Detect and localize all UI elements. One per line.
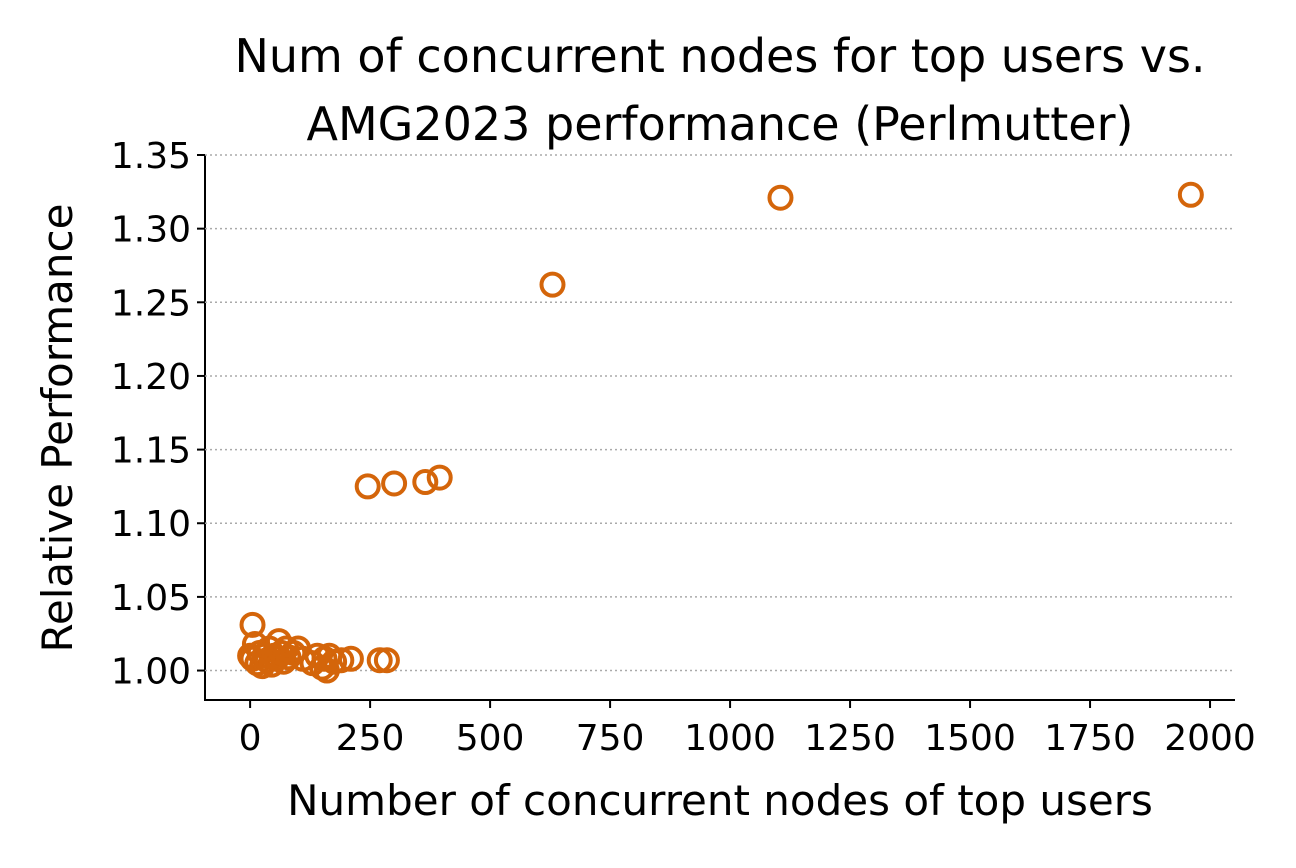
chart-title: AMG2023 performance (Perlmutter) <box>307 97 1134 151</box>
y-tick-label: 1.00 <box>111 652 191 693</box>
y-tick-label: 1.25 <box>111 283 191 324</box>
y-axis-label: Relative Performance <box>33 204 82 653</box>
x-tick-label: 2000 <box>1164 718 1256 759</box>
x-tick-label: 0 <box>239 718 262 759</box>
x-tick-label: 1750 <box>1044 718 1136 759</box>
point <box>381 470 408 497</box>
x-tick-label: 1000 <box>684 718 776 759</box>
point <box>328 647 355 674</box>
y-tick-label: 1.05 <box>111 578 191 619</box>
point <box>539 271 566 298</box>
y-tick-label: 1.10 <box>111 504 191 545</box>
y-tick-label: 1.35 <box>111 136 191 177</box>
point <box>412 469 439 495</box>
point <box>239 611 266 638</box>
x-tick-label: 500 <box>456 718 525 759</box>
chart-title: Num of concurrent nodes for top users vs… <box>234 29 1205 83</box>
point <box>373 647 400 674</box>
point <box>354 473 381 500</box>
x-axis-label: Number of concurrent nodes of top users <box>287 776 1153 825</box>
point <box>1177 181 1204 208</box>
y-tick-label: 1.20 <box>111 357 191 398</box>
y-tick-label: 1.30 <box>111 210 191 251</box>
y-tick-label: 1.15 <box>111 431 191 472</box>
point <box>337 645 364 672</box>
x-tick-label: 250 <box>336 718 405 759</box>
point <box>426 464 453 491</box>
point <box>767 184 794 211</box>
x-tick-label: 1250 <box>804 718 896 759</box>
x-tick-label: 750 <box>576 718 645 759</box>
x-tick-label: 1500 <box>924 718 1016 759</box>
point <box>366 647 393 674</box>
